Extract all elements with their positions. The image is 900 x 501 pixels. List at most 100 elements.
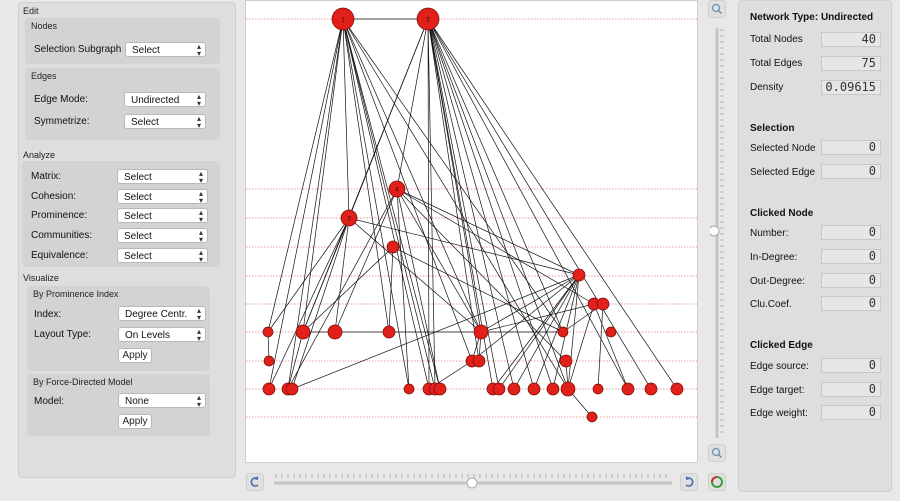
graph-edge[interactable] [392, 246, 564, 333]
graph-edge[interactable] [396, 188, 580, 276]
vertical-zoom-slider[interactable] [710, 28, 724, 438]
graph-node[interactable] [507, 382, 521, 396]
graph-edge[interactable] [427, 18, 678, 390]
graph-edge[interactable] [396, 188, 410, 390]
graph-node[interactable] [559, 354, 573, 368]
graph-node[interactable] [327, 324, 343, 340]
graph-edge[interactable] [427, 18, 569, 390]
analyze-select-0[interactable]: Select ▴ ▾ [117, 169, 208, 185]
graph-edge[interactable] [427, 18, 436, 390]
graph-node[interactable] [592, 383, 604, 395]
graph-node[interactable] [572, 268, 586, 282]
graph-node[interactable] [527, 382, 541, 396]
graph-edge[interactable] [348, 217, 580, 276]
graph-node[interactable] [621, 382, 635, 396]
graph-node[interactable] [473, 324, 489, 340]
graph-edge[interactable] [268, 217, 350, 390]
graph-edge[interactable] [334, 188, 398, 333]
graph-node[interactable] [285, 382, 299, 396]
graph-edge[interactable] [480, 274, 580, 333]
apply-prominence-button[interactable]: Apply [118, 348, 152, 363]
graph-edge[interactable] [388, 246, 394, 333]
graph-edge[interactable] [267, 18, 344, 333]
graph-edge[interactable] [427, 18, 500, 390]
graph-edge[interactable] [302, 217, 350, 333]
graph-edge[interactable] [480, 303, 595, 333]
reset-button[interactable] [708, 473, 726, 491]
graph-node[interactable] [388, 180, 406, 198]
graph-edge[interactable] [268, 18, 344, 390]
graph-node[interactable] [605, 326, 617, 338]
graph-edge[interactable] [334, 217, 350, 333]
graph-edge[interactable] [597, 303, 604, 390]
graph-node[interactable] [546, 382, 560, 396]
graph-edge[interactable] [302, 246, 394, 333]
graph-node[interactable] [386, 240, 400, 254]
graph-edge[interactable] [342, 18, 350, 219]
graph-node[interactable] [263, 355, 275, 367]
graph-node[interactable] [340, 209, 358, 227]
graph-edge[interactable] [471, 274, 580, 362]
graph-edge[interactable] [396, 188, 441, 390]
graph-node[interactable] [644, 382, 658, 396]
rotate-right-button[interactable] [680, 473, 698, 491]
network-graph[interactable]: 1 2 3 4 [246, 1, 697, 462]
graph-node[interactable] [586, 411, 598, 423]
graph-node[interactable] [560, 381, 576, 397]
graph-edge[interactable] [342, 18, 430, 390]
graph-edge[interactable] [427, 18, 480, 362]
graph-node[interactable] [403, 383, 415, 395]
graph-edge[interactable] [348, 217, 482, 333]
rotation-slider[interactable] [274, 472, 672, 492]
graph-edge[interactable] [302, 18, 344, 333]
graph-edge[interactable] [427, 18, 652, 390]
graph-edge[interactable] [291, 217, 350, 390]
edge-mode-select[interactable]: Undirected ▴ ▾ [124, 92, 206, 108]
graph-edge[interactable] [427, 18, 629, 390]
graph-edge[interactable] [593, 303, 629, 390]
graph-edge[interactable] [396, 188, 595, 305]
graph-edge[interactable] [342, 18, 441, 390]
graph-node[interactable] [262, 326, 274, 338]
graph-node[interactable] [262, 382, 276, 396]
graph-node[interactable] [492, 382, 506, 396]
graph-edge[interactable] [567, 303, 595, 390]
graph-edge[interactable] [427, 18, 564, 333]
graph-node[interactable] [416, 7, 440, 31]
graph-node[interactable] [557, 326, 569, 338]
analyze-select-1[interactable]: Select ▴ ▾ [117, 189, 208, 205]
zoom-out-button[interactable] [708, 444, 726, 462]
analyze-select-4[interactable]: Select ▴ ▾ [117, 248, 208, 264]
analyze-select-2[interactable]: Select ▴ ▾ [117, 208, 208, 224]
graph-canvas[interactable]: 1 2 3 4 [245, 0, 698, 463]
graph-edge[interactable] [287, 18, 344, 390]
graph-edge[interactable] [396, 188, 482, 333]
graph-node[interactable] [670, 382, 684, 396]
graph-edge[interactable] [342, 18, 473, 362]
symmetrize-select[interactable]: Select ▴ ▾ [124, 114, 206, 130]
graph-edge[interactable] [287, 188, 398, 390]
graph-node[interactable] [295, 324, 311, 340]
graph-edge[interactable] [567, 274, 580, 390]
graph-edge[interactable] [342, 18, 410, 390]
graph-node[interactable] [472, 354, 486, 368]
apply-force-button[interactable]: Apply [118, 414, 152, 429]
analyze-select-3[interactable]: Select ▴ ▾ [117, 228, 208, 244]
model-select[interactable]: None ▴ ▾ [118, 393, 206, 409]
layout-type-select[interactable]: On Levels ▴ ▾ [118, 327, 206, 343]
rotate-left-button[interactable] [246, 473, 264, 491]
graph-edge[interactable] [427, 18, 515, 390]
graph-edge[interactable] [342, 18, 482, 333]
graph-node[interactable] [433, 382, 447, 396]
graph-node[interactable] [596, 297, 610, 311]
graph-node[interactable] [382, 325, 396, 339]
graph-edge[interactable] [267, 217, 350, 333]
selection-subgraph-select[interactable]: Select ▴ ▾ [125, 42, 206, 58]
graph-edge[interactable] [396, 18, 429, 190]
graph-node[interactable] [331, 7, 355, 31]
graph-edge[interactable] [287, 331, 304, 390]
graph-edge[interactable] [427, 18, 535, 390]
zoom-in-button[interactable] [708, 0, 726, 18]
index-select[interactable]: Degree Centr. ▴ ▾ [118, 306, 206, 322]
graph-edge[interactable] [427, 18, 554, 390]
